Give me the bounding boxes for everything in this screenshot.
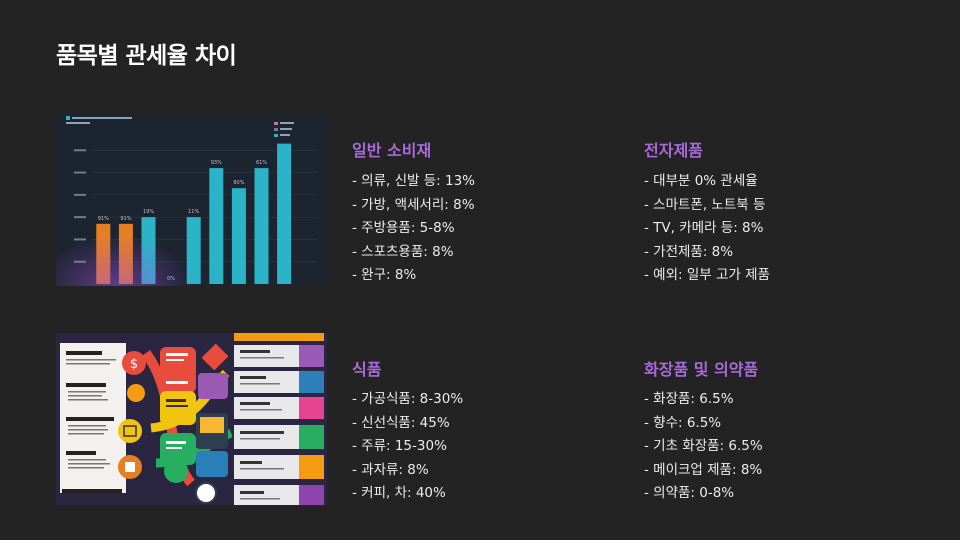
list-item: - 기초 화장품: 6.5% (644, 438, 763, 454)
y-tick-label (74, 149, 86, 152)
bar-7 (231, 188, 246, 284)
y-tick-label (74, 216, 86, 219)
list-item: - 메이크업 제품: 8% (644, 461, 763, 478)
electronics-list: - 대부분 0% 관세율 - 스마트폰, 노트북 등 - TV, 카메라 등: … (644, 170, 770, 288)
cosmetics-medicine-list: - 화장품: 6.5% - 향수: 6.5% - 기초 화장품: 6.5% - … (644, 388, 763, 506)
list-item: - 의류, 신발 등: 13% (352, 173, 475, 189)
bar-data-label: 19% (143, 209, 154, 215)
list-item: - 커피, 차: 40% (352, 485, 446, 501)
bar-data-label: 11% (188, 209, 199, 215)
food-list: - 가공식품: 8-30% - 신선식품: 45% - 주류: 15-30% -… (352, 388, 463, 506)
y-tick-label (74, 171, 86, 174)
list-item: - 의약품: 0-8% (644, 485, 735, 501)
list-item: - 완구: 8% (352, 267, 417, 283)
list-item: - TV, 카메라 등: 8% (644, 220, 764, 236)
list-item: - 대부분 0% 관세율 (644, 173, 758, 189)
infographic: $ (56, 333, 327, 505)
list-item: - 가전제품: 8% (644, 243, 734, 260)
purple-glow (56, 234, 196, 286)
list-item: - 스마트폰, 노트북 등 (644, 196, 766, 213)
list-item: - 가방, 액세서리: 8% (352, 196, 475, 213)
list-item: - 과자류: 8% (352, 461, 429, 478)
list-item: - 스포츠용품: 8% (352, 243, 454, 260)
bar-9 (277, 143, 292, 284)
list-item: - 예외: 일부 고가 제품 (644, 267, 770, 283)
bar-data-label: 80% (233, 180, 244, 186)
bar-data-label: 61% (256, 160, 267, 166)
y-tick-label (74, 193, 86, 196)
bar-6 (209, 168, 224, 284)
section-heading-cosmetics-medicine: 화장품 및 의약품 (644, 360, 759, 379)
section-heading-general-goods: 일반 소비재 (352, 141, 432, 160)
bar-8 (254, 168, 269, 284)
section-heading-food: 식품 (352, 360, 382, 379)
page-title: 품목별 관세율 차이 (56, 43, 237, 69)
svg-text:$: $ (130, 357, 138, 372)
bar-data-label: 93% (211, 160, 222, 166)
list-item: - 주류: 15-30% (352, 438, 447, 454)
list-item: - 주방용품: 5-8% (352, 220, 455, 236)
bar-data-label: 91% (98, 216, 109, 222)
general-goods-list: - 의류, 신발 등: 13% - 가방, 액세서리: 8% - 주방용품: 5… (352, 170, 475, 288)
list-item: - 화장품: 6.5% (644, 391, 734, 407)
tariff-bar-chart-image: 91%91%19%0%11%93%80%61% (56, 114, 327, 286)
bar-data-label: 91% (120, 216, 131, 222)
list-item: - 향수: 6.5% (644, 414, 722, 431)
list-item: - 신선식품: 45% (352, 414, 450, 431)
list-item: - 가공식품: 8-30% (352, 391, 464, 407)
product-category-infographic-image: $ (56, 333, 327, 505)
section-heading-electronics: 전자제품 (644, 141, 703, 160)
